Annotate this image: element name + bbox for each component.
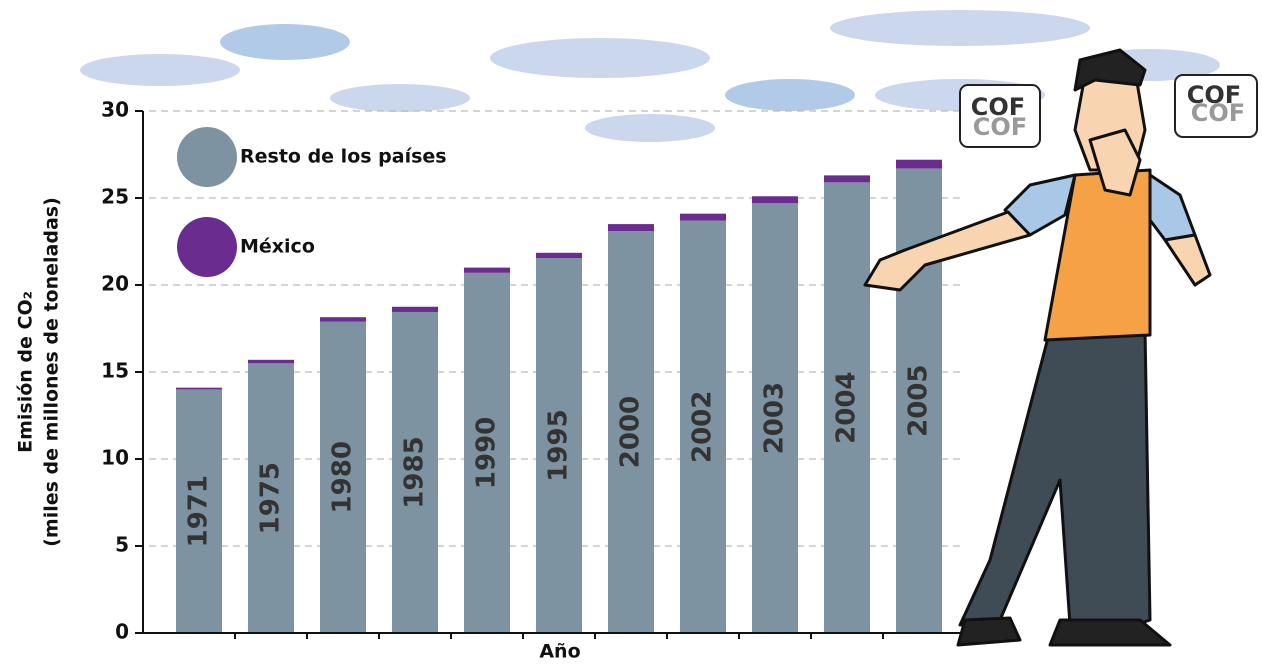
annotation: COF <box>1187 81 1241 109</box>
y-tick-label: 10 <box>101 446 129 470</box>
legend-swatch <box>177 217 237 277</box>
y-tick-label: 5 <box>115 533 129 557</box>
y-tick-label: 20 <box>101 272 129 296</box>
bar-segment <box>824 175 870 183</box>
bar-segment <box>536 252 582 259</box>
bar-segment <box>176 389 222 633</box>
clouds <box>80 10 1220 142</box>
bar-segment <box>824 182 870 633</box>
bar-segment <box>752 203 798 633</box>
bar-segment <box>680 220 726 633</box>
bar-segment <box>464 272 510 633</box>
bar-segment <box>392 311 438 633</box>
bar-segment <box>176 387 222 390</box>
bubble <box>1174 74 1258 138</box>
y-tick-label: 25 <box>101 185 129 209</box>
annotation: COF <box>1191 99 1245 127</box>
bar-segment <box>896 159 942 169</box>
annotation: COF <box>971 93 1025 121</box>
category-label: 2000 <box>616 396 646 468</box>
cartoon <box>863 48 1212 647</box>
category-label: 1980 <box>328 441 358 513</box>
bar-segment <box>536 258 582 633</box>
category-label: 2004 <box>832 371 862 443</box>
category-label: 1971 <box>184 475 214 547</box>
bar-segment <box>320 317 366 322</box>
y-tick-label: 30 <box>101 98 129 122</box>
bar-segment <box>392 306 438 312</box>
legend-swatch <box>177 127 237 187</box>
category-label: 1975 <box>256 462 286 534</box>
y-axis-title: Emisión de CO₂ <box>15 291 37 453</box>
category-label: 2003 <box>760 382 790 454</box>
speech-bubbles: COF COF COF COF <box>959 74 1258 148</box>
x-axis-title: Año <box>539 641 580 663</box>
bar-segment <box>680 213 726 221</box>
bar-segment <box>320 321 366 633</box>
bar-segment <box>248 363 294 633</box>
bar-segment <box>464 267 510 273</box>
category-label: 1990 <box>472 417 502 489</box>
bar-segment <box>752 196 798 204</box>
legend-label: Resto de los países <box>240 146 447 168</box>
y-tick-label: 0 <box>115 620 129 644</box>
legend-label: México <box>240 236 315 258</box>
bubble <box>959 84 1041 148</box>
y-tick-label: 15 <box>101 359 129 383</box>
y-axis-title: (miles de millones de toneladas) <box>41 197 63 547</box>
plot: 0 5 10 15 20 25 30 1971 1975 1980 1985 1990 1995 2000… <box>101 98 960 644</box>
category-label: 2005 <box>904 365 934 437</box>
bar-segment <box>608 231 654 633</box>
bar-segment <box>248 359 294 364</box>
category-label: 1995 <box>544 409 574 481</box>
bar-segment <box>608 224 654 232</box>
category-label: 1985 <box>400 436 430 508</box>
annotation: COF <box>973 113 1027 141</box>
category-label: 2002 <box>688 391 718 463</box>
